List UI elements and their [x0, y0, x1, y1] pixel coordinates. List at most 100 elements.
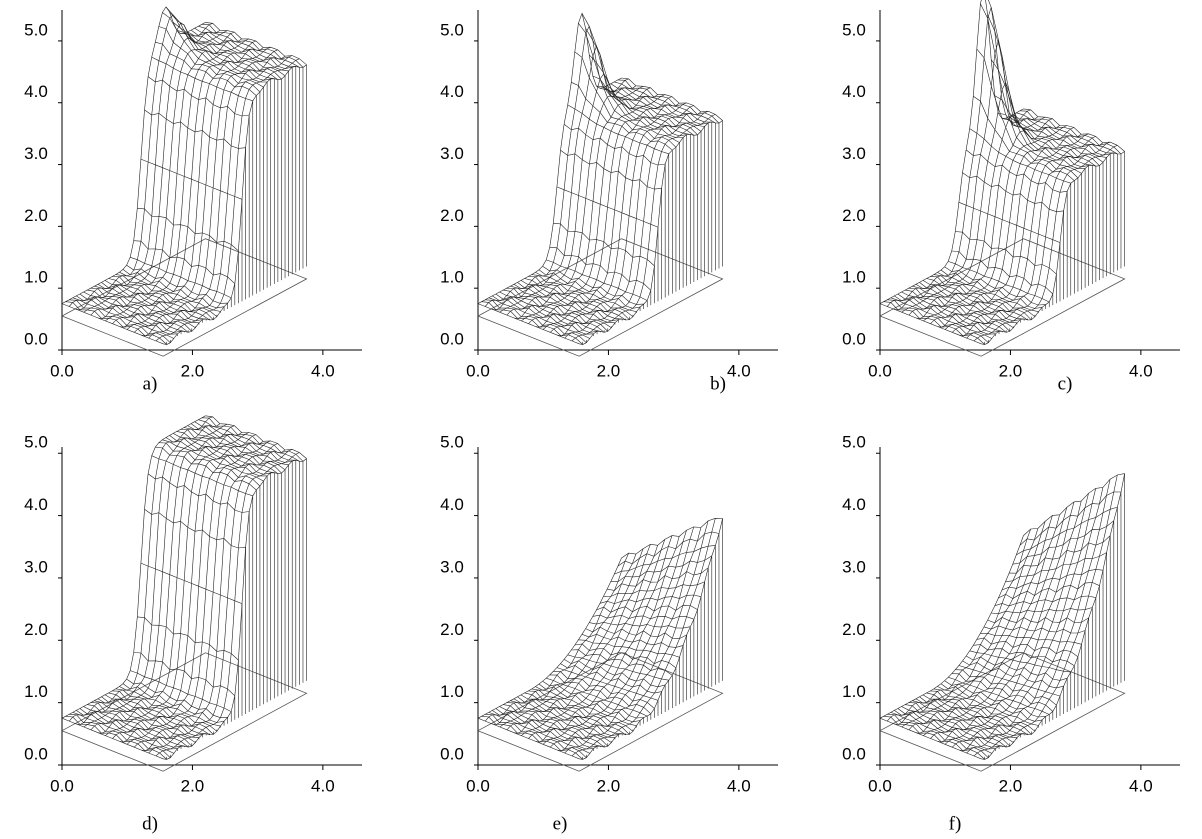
wire-line: [586, 28, 687, 136]
wire-line: [105, 280, 206, 319]
panel: 0.01.02.03.04.05.00.02.04.0d): [24, 416, 362, 835]
wire-line: [916, 126, 1060, 319]
y-tick-label: 1.0: [440, 268, 464, 287]
panel: 0.01.02.03.04.05.00.02.04.0b): [440, 10, 778, 394]
wire-line: [539, 270, 640, 309]
wireframe: [478, 13, 723, 356]
wire-line: [119, 687, 220, 727]
wire-line: [1020, 111, 1121, 154]
y-tick-label: 3.0: [24, 557, 48, 576]
wire-line: [963, 173, 1064, 212]
y-tick-label: 4.0: [440, 495, 464, 514]
wire-line: [113, 435, 257, 739]
panel: 0.01.02.03.04.05.00.02.04.0f): [842, 433, 1180, 835]
wire-line: [119, 272, 220, 311]
x-tick-label: 4.0: [1129, 776, 1153, 795]
x-tick-label: 4.0: [311, 361, 335, 380]
wire-line: [880, 0, 1024, 304]
wire-line: [478, 718, 579, 759]
y-tick-label: 3.0: [842, 144, 866, 163]
wire-line: [62, 718, 163, 759]
y-tick-label: 0.0: [24, 329, 48, 348]
y-tick-label: 2.0: [24, 206, 48, 225]
wire-line: [887, 7, 1030, 306]
wire-line: [582, 634, 683, 647]
x-tick-label: 4.0: [311, 776, 335, 795]
caption: d): [142, 813, 158, 834]
wire-line: [589, 55, 690, 135]
wire-line: [984, 626, 1085, 633]
x-tick-label: 4.0: [1129, 361, 1153, 380]
x-tick-label: 2.0: [181, 776, 205, 795]
y-tick-label: 1.0: [24, 268, 48, 287]
wire-line: [87, 290, 188, 332]
wire-line: [586, 627, 687, 639]
wire-line: [902, 707, 1003, 747]
x-tick-label: 4.0: [727, 776, 751, 795]
x-tick-label: 2.0: [999, 361, 1023, 380]
x-tick-label: 0.0: [868, 361, 892, 380]
figure: 0.01.02.03.04.05.00.02.04.0a)0.01.02.03.…: [0, 0, 1202, 839]
wire-line: [596, 605, 697, 612]
caption: b): [710, 373, 726, 394]
wire-line: [478, 304, 579, 344]
y-tick-label: 4.0: [440, 82, 464, 101]
y-tick-label: 2.0: [440, 620, 464, 639]
y-tick-label: 5.0: [24, 433, 48, 452]
wire-line: [202, 24, 303, 67]
x-tick-label: 0.0: [868, 776, 892, 795]
y-tick-label: 3.0: [842, 557, 866, 576]
x-tick-label: 0.0: [50, 361, 74, 380]
y-tick-label: 0.0: [842, 329, 866, 348]
y-tick-label: 1.0: [24, 682, 48, 701]
wire-line: [170, 435, 271, 474]
wire-line: [521, 539, 665, 735]
wire-line: [152, 57, 253, 101]
wire-line: [905, 290, 1006, 332]
x-tick-label: 2.0: [597, 361, 621, 380]
wire-line: [916, 515, 1060, 734]
y-tick-label: 2.0: [842, 206, 866, 225]
wire-line: [492, 46, 636, 310]
y-tick-label: 2.0: [842, 620, 866, 639]
wire-line: [887, 529, 1030, 721]
wire-line: [1006, 553, 1107, 582]
wire-line: [69, 417, 213, 721]
wire-line: [91, 426, 235, 730]
y-tick-label: 3.0: [440, 557, 464, 576]
x-tick-label: 2.0: [999, 776, 1023, 795]
wire-line: [880, 304, 981, 344]
wire-line: [923, 126, 1067, 321]
y-tick-label: 5.0: [440, 433, 464, 452]
wire-line: [113, 41, 257, 324]
wire-line: [536, 536, 679, 742]
wire-line: [604, 582, 705, 597]
wire-line: [91, 32, 235, 315]
wire-line: [938, 134, 1081, 327]
wire-line: [984, 0, 1085, 168]
wire-line: [593, 76, 694, 135]
wire-line: [959, 487, 1103, 750]
wire-line: [937, 686, 1038, 725]
wire-line: [991, 60, 1092, 166]
y-tick-label: 1.0: [842, 268, 866, 287]
wire-line: [945, 681, 1046, 717]
wire-line: [141, 563, 242, 604]
y-tick-label: 1.0: [842, 682, 866, 701]
wire-line: [959, 202, 1060, 242]
wire-line: [148, 474, 249, 513]
wire-line: [105, 695, 206, 734]
x-tick-label: 0.0: [466, 776, 490, 795]
caption: f): [949, 813, 962, 834]
wire-line: [543, 530, 687, 744]
y-tick-label: 0.0: [24, 744, 48, 763]
wire-line: [963, 661, 1064, 688]
y-tick-label: 1.0: [440, 682, 464, 701]
y-tick-label: 5.0: [440, 20, 464, 39]
y-tick-label: 5.0: [24, 20, 48, 39]
wire-line: [575, 644, 676, 668]
wire-line: [578, 23, 679, 142]
wireframe: [880, 0, 1125, 356]
wire-line: [84, 707, 185, 747]
